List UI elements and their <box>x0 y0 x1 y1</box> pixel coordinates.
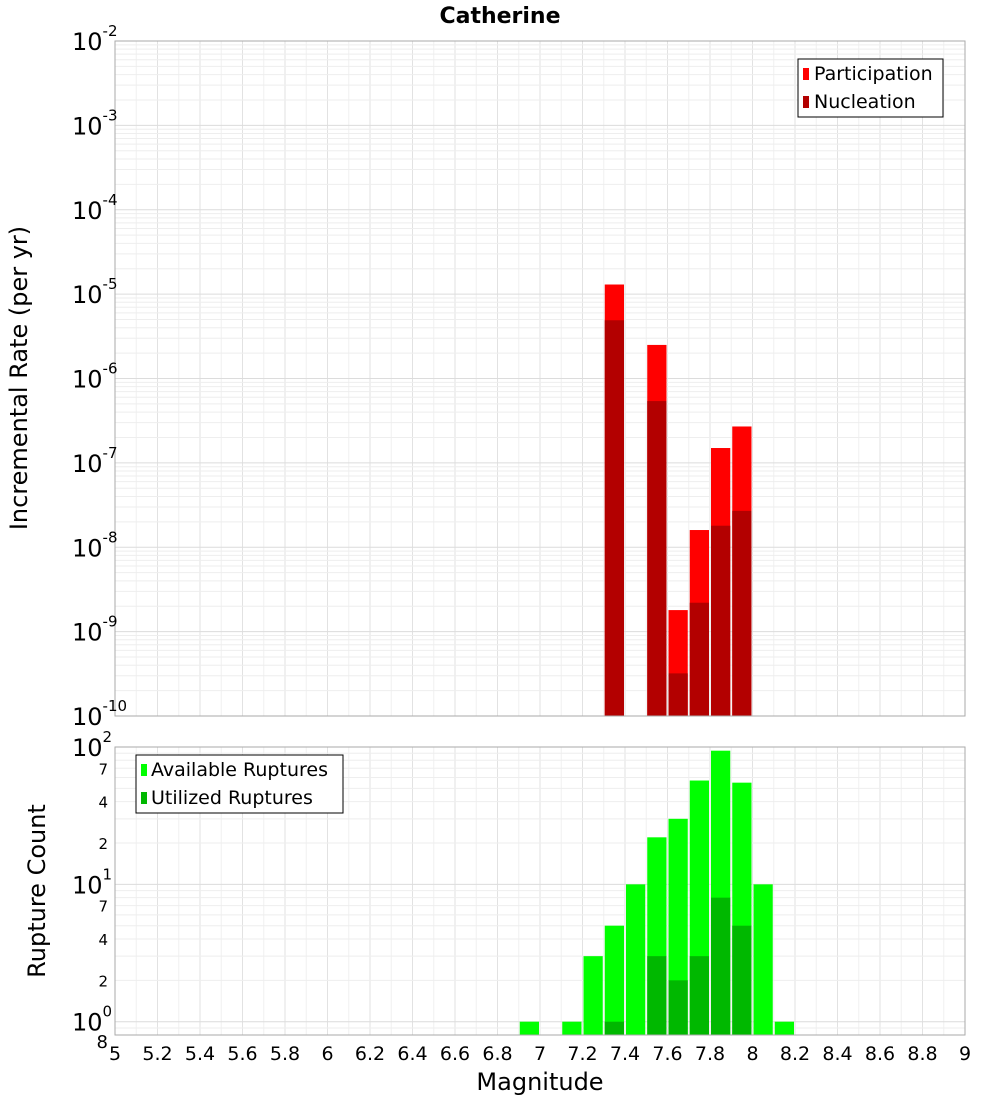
x-tick-label: 6.4 <box>397 1043 427 1065</box>
x-tick-label: 8 <box>746 1043 758 1065</box>
x-tick-label: 7.4 <box>610 1043 640 1065</box>
bottom-plot-border <box>114 746 966 1036</box>
legend-label-participation: Participation <box>814 63 933 85</box>
x-tick-labels: 5 5.2 5.4 5.6 5.8 6 6.2 6.4 6.6 6.8 7 7.2 7.4 7.6 7.8 8… <box>109 1043 971 1065</box>
y-tick-label: 100 <box>72 1003 112 1037</box>
x-tick-label: 7.2 <box>567 1043 597 1065</box>
x-tick-label: 6.6 <box>440 1043 470 1065</box>
x-tick-label: 6.2 <box>355 1043 385 1065</box>
bottom-available-ruptures-bar <box>562 1021 582 1035</box>
legend-box <box>135 754 344 814</box>
y-tick-label: 10-8 <box>72 528 118 562</box>
x-tick-label: 5.6 <box>227 1043 257 1065</box>
bottom-available-ruptures-bar <box>604 925 624 1035</box>
x-tick-label: 8.2 <box>780 1043 810 1065</box>
bottom-bars <box>519 750 794 1035</box>
x-tick-label: 7 <box>534 1043 546 1065</box>
y-minor-tick-label: 4 <box>98 794 108 812</box>
y-tick-label: 102 <box>72 728 112 762</box>
bottom-utilized-ruptures-bar <box>604 1021 624 1035</box>
bottom-legend: Available Ruptures Utilized Ruptures <box>135 754 344 814</box>
top-bars <box>604 284 752 716</box>
legend-label-nucleation: Nucleation <box>814 91 916 113</box>
top-nucleation-bar <box>689 602 709 716</box>
bottom-available-ruptures-bar <box>583 956 603 1035</box>
chart-title: Catherine <box>439 4 560 29</box>
x-tick-label: 7.6 <box>652 1043 682 1065</box>
y-tick-label: 10-2 <box>72 22 118 56</box>
x-tick-label: 8.8 <box>907 1043 937 1065</box>
x-tick-label: 9 <box>959 1043 971 1065</box>
legend-swatch-nucleation <box>803 96 809 108</box>
x-tick-label: 7.8 <box>695 1043 725 1065</box>
top-nucleation-bar <box>647 401 667 716</box>
legend-swatch-utilized <box>141 792 147 804</box>
bottom-chart: 100 101 102 8 2 4 7 2 4 7 5 5.2 5.4 5.6 5.8 6 6.2 6.4 6.6… <box>23 728 971 1096</box>
top-legend: Participation Nucleation <box>797 58 944 118</box>
top-plot-border <box>114 40 966 717</box>
bottom-available-ruptures-bar <box>753 884 773 1035</box>
legend-label-available: Available Ruptures <box>151 759 328 781</box>
bottom-utilized-ruptures-bar <box>689 956 709 1035</box>
legend-swatch-available <box>141 764 147 776</box>
bottom-utilized-ruptures-bar <box>668 980 688 1035</box>
legend-swatch-participation <box>803 68 809 80</box>
y-minor-tick-label: 2 <box>98 835 108 853</box>
x-tick-label: 8.6 <box>865 1043 895 1065</box>
bottom-utilized-ruptures-bar <box>711 897 731 1035</box>
top-nucleation-bar <box>711 525 731 716</box>
bottom-y-axis-label: Rupture Count <box>23 804 51 978</box>
bottom-y-tick-labels: 100 101 102 8 2 4 7 2 4 7 <box>72 728 112 1053</box>
x-tick-label: 6.8 <box>482 1043 512 1065</box>
y-tick-label: 10-9 <box>72 613 118 647</box>
bottom-available-ruptures-bar <box>774 1021 794 1035</box>
bottom-utilized-ruptures-bar <box>647 956 667 1035</box>
bottom-utilized-ruptures-bar <box>732 925 752 1035</box>
y-tick-label: 10-5 <box>72 275 118 309</box>
y-minor-tick-label: 8 <box>97 1032 108 1053</box>
y-tick-label: 10-6 <box>72 360 118 394</box>
top-chart: Catherine 10-1010-910-810-710-610-510-41… <box>5 4 966 731</box>
legend-label-utilized: Utilized Ruptures <box>151 787 313 809</box>
y-tick-label: 10-10 <box>72 697 127 731</box>
y-tick-label: 10-4 <box>72 191 118 225</box>
x-tick-label: 6 <box>321 1043 333 1065</box>
top-nucleation-bar <box>604 320 624 716</box>
y-tick-label: 10-3 <box>72 106 118 140</box>
x-tick-label: 5 <box>109 1043 121 1065</box>
y-tick-label: 101 <box>72 865 112 899</box>
top-y-tick-labels: 10-10 10-9 10-8 10-7 10-6 10-5 10-4 10-3 10-2 <box>72 22 127 731</box>
x-axis-label: Magnitude <box>476 1068 603 1096</box>
y-minor-tick-label: 4 <box>98 931 108 949</box>
top-nucleation-bar <box>668 673 688 716</box>
y-minor-tick-label: 7 <box>98 760 108 778</box>
x-tick-label: 5.2 <box>142 1043 172 1065</box>
top-grid <box>114 41 966 717</box>
legend-box <box>797 58 944 118</box>
top-y-axis-label: Incremental Rate (per yr) <box>5 226 33 530</box>
y-minor-tick-label: 2 <box>98 972 108 990</box>
x-tick-label: 5.4 <box>185 1043 215 1065</box>
y-tick-label: 10-7 <box>72 444 118 478</box>
bottom-available-ruptures-bar <box>519 1021 539 1035</box>
bottom-available-ruptures-bar <box>626 884 646 1035</box>
top-nucleation-bar <box>732 510 752 716</box>
x-tick-label: 8.4 <box>822 1043 852 1065</box>
y-minor-tick-label: 7 <box>98 898 108 916</box>
x-tick-label: 5.8 <box>270 1043 300 1065</box>
